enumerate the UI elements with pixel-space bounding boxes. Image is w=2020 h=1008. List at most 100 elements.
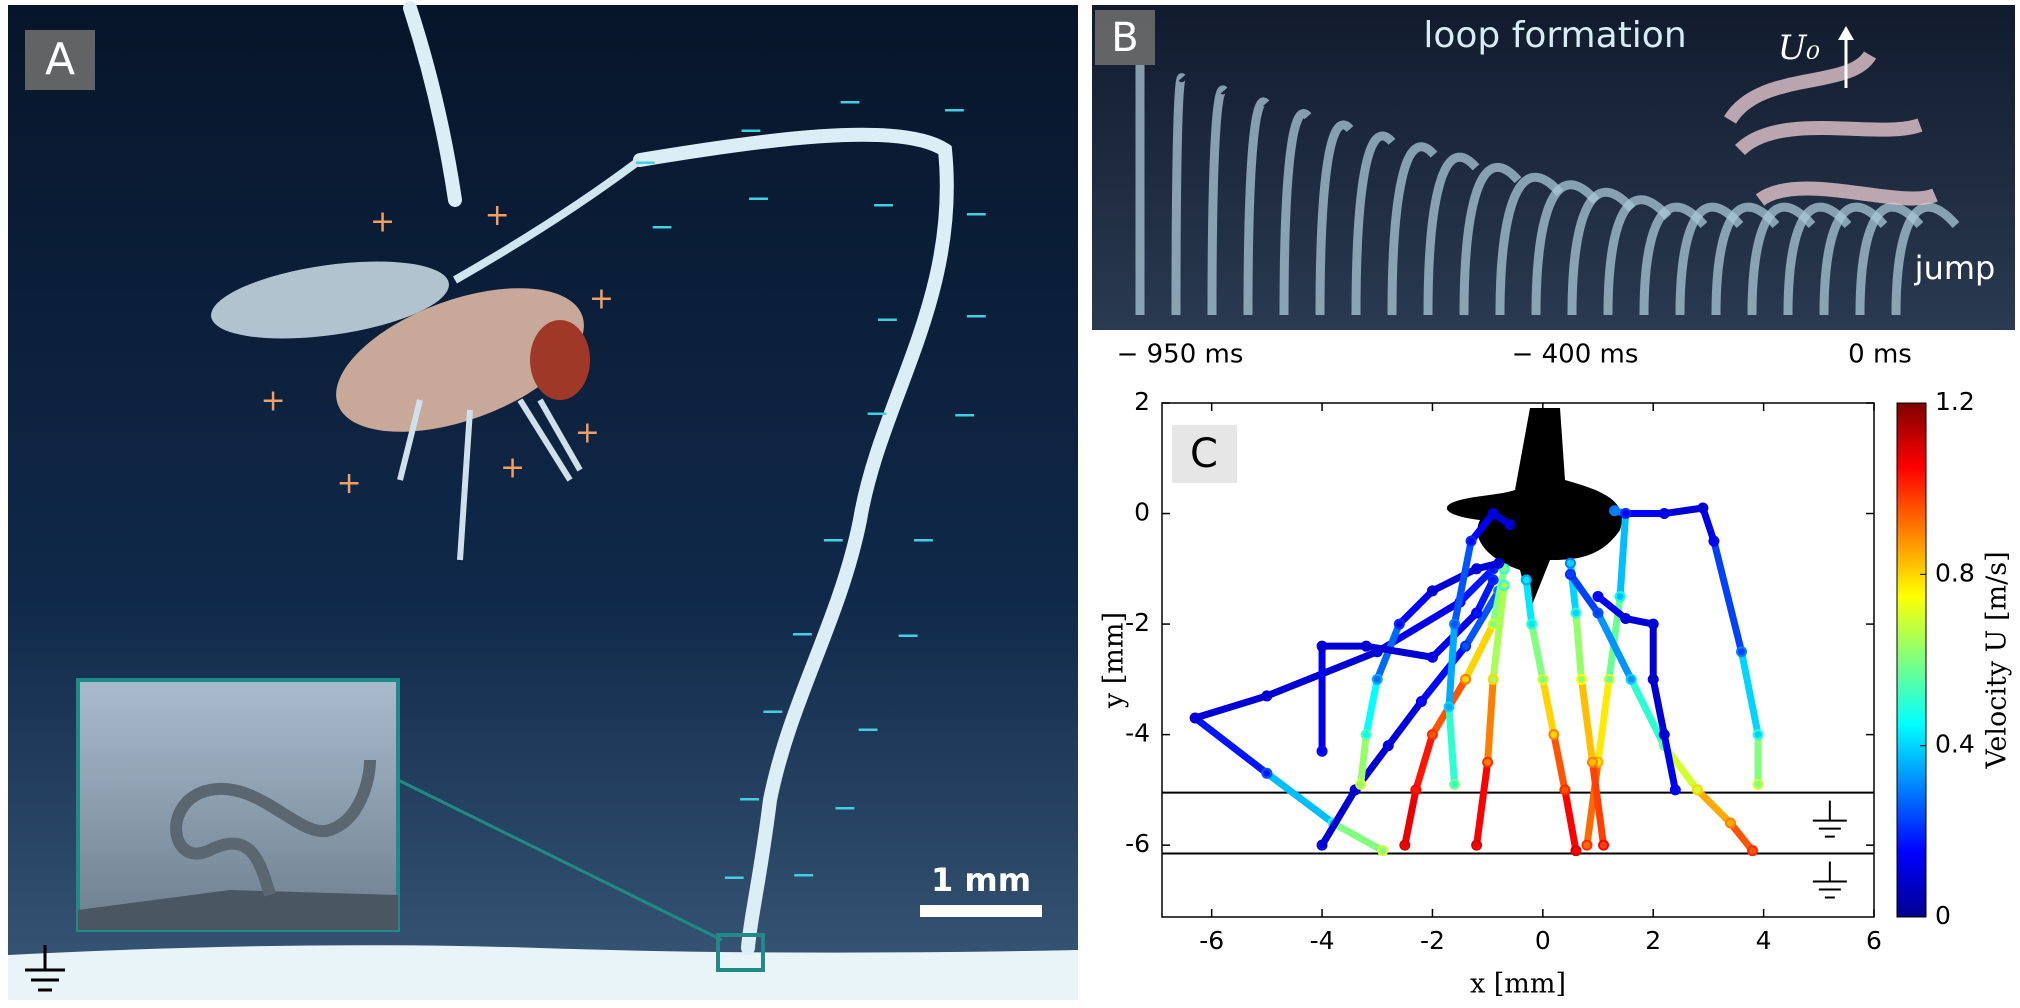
negative-sign: − bbox=[737, 781, 762, 816]
trajectory-segment bbox=[1522, 576, 1536, 628]
trajectory-point bbox=[1708, 535, 1720, 547]
loop-frame bbox=[1351, 131, 1396, 316]
trajectory-segment bbox=[1263, 769, 1337, 827]
trajectory-segment bbox=[1594, 609, 1635, 683]
loop-frame bbox=[1891, 202, 1960, 316]
negative-sign: − bbox=[649, 209, 674, 244]
trajectory-segment bbox=[1594, 675, 1613, 766]
inset-ground bbox=[78, 890, 398, 930]
colorbar bbox=[1896, 402, 1927, 918]
trajectory-segment bbox=[1710, 537, 1746, 656]
trajectory-point bbox=[1614, 590, 1626, 602]
loop-frame bbox=[1747, 202, 1816, 316]
trajectory-point bbox=[1752, 778, 1764, 790]
trajectory-point bbox=[1316, 839, 1328, 851]
negative-sign: − bbox=[856, 712, 881, 747]
loop-frame bbox=[1819, 202, 1888, 316]
x-tick-label: 2 bbox=[1645, 926, 1661, 955]
trajectory-point bbox=[1487, 673, 1499, 685]
loop-frame bbox=[1675, 202, 1744, 316]
x-tick-label: -6 bbox=[1199, 926, 1224, 955]
positive-sign: + bbox=[260, 383, 285, 418]
loop-frame bbox=[1279, 109, 1312, 316]
loop-frame bbox=[1495, 172, 1564, 316]
trajectory-segment bbox=[1412, 731, 1436, 794]
trajectory-segment bbox=[1401, 786, 1420, 849]
trajectory-segment bbox=[1462, 587, 1503, 650]
x-axis-label: x [mm] bbox=[1470, 969, 1566, 1000]
negative-signs: − −−−−−− −− −− −− −− −−−− −− − bbox=[633, 85, 989, 895]
trajectory-segment bbox=[1191, 692, 1271, 722]
trajectory-point bbox=[1548, 729, 1560, 741]
trajectory-segment bbox=[1362, 675, 1381, 739]
trajectory-point bbox=[1570, 607, 1582, 619]
loop-frame bbox=[1387, 142, 1438, 316]
trajectory-segment bbox=[1445, 703, 1459, 788]
trajectory-point bbox=[1658, 729, 1670, 741]
ground bbox=[8, 945, 1078, 1000]
time-label: − 400 ms bbox=[1512, 340, 1639, 370]
negative-sign: − bbox=[911, 522, 936, 557]
negative-sign: − bbox=[738, 113, 763, 148]
trajectory-segment bbox=[1660, 504, 1707, 518]
trajectory-point bbox=[1377, 845, 1389, 857]
trajectory-segment bbox=[1649, 675, 1668, 739]
inset-photo bbox=[76, 678, 400, 932]
trajectory-segment bbox=[1572, 609, 1585, 683]
trajectory-point bbox=[1647, 673, 1659, 685]
trajectory-point bbox=[1504, 519, 1516, 531]
scale-bar bbox=[920, 905, 1042, 917]
trajectory-point bbox=[1747, 845, 1759, 857]
trajectory-point bbox=[1592, 607, 1604, 619]
y-tick-label: -6 bbox=[1125, 829, 1150, 858]
trajectory-point bbox=[1382, 740, 1394, 752]
trajectory-point bbox=[1316, 640, 1328, 652]
trajectory-point bbox=[1399, 839, 1411, 851]
trajectory-point bbox=[1609, 505, 1621, 517]
negative-sign: − bbox=[964, 298, 989, 333]
trajectory-segment bbox=[1489, 565, 1508, 628]
trajectory-segment bbox=[1395, 587, 1436, 628]
trajectory-segment bbox=[1484, 675, 1497, 766]
y-tick-label: -4 bbox=[1125, 719, 1150, 748]
positive-sign: + bbox=[500, 450, 525, 485]
negative-sign: − bbox=[952, 398, 977, 433]
trajectory-point bbox=[1487, 574, 1499, 586]
trajectory-point bbox=[1498, 563, 1510, 575]
label-box bbox=[25, 30, 95, 90]
trajectory-segment bbox=[1451, 537, 1475, 628]
negative-sign: − bbox=[865, 396, 890, 431]
trajectory-point bbox=[1426, 729, 1438, 741]
trajectory-point bbox=[1564, 557, 1576, 569]
trajectory-point bbox=[1471, 839, 1483, 851]
trajectory-point bbox=[1471, 563, 1483, 575]
y-tick-label: 0 bbox=[1134, 498, 1150, 527]
trajectory-segment bbox=[1362, 642, 1436, 661]
label-box bbox=[1172, 425, 1237, 483]
trajectory-point bbox=[1647, 618, 1659, 630]
trajectory-segment bbox=[1539, 675, 1558, 739]
negative-sign: − bbox=[633, 145, 658, 180]
trajectory-segment bbox=[1473, 758, 1492, 849]
ground-symbol bbox=[1812, 861, 1847, 899]
trajectory-point bbox=[1316, 745, 1328, 757]
trajectory-point bbox=[1620, 508, 1632, 520]
trajectory-point bbox=[1426, 585, 1438, 597]
trajectory-segment bbox=[1428, 565, 1481, 595]
fly bbox=[211, 261, 590, 561]
trajectory-segment bbox=[1627, 675, 1668, 750]
trajectory-segment bbox=[1660, 731, 1679, 794]
panel-label: C bbox=[1190, 431, 1218, 477]
colorbar-tick-label: 0 bbox=[1935, 901, 1951, 930]
positive-sign: + bbox=[589, 282, 614, 317]
trajectory-point bbox=[1752, 729, 1764, 741]
inset-nematode bbox=[170, 759, 376, 897]
trajectory-point bbox=[1575, 673, 1587, 685]
trajectory-point bbox=[1349, 784, 1361, 796]
negative-sign: − bbox=[790, 616, 815, 651]
x-tick-label: -2 bbox=[1420, 926, 1445, 955]
negative-sign: − bbox=[821, 522, 846, 557]
trajectory-point bbox=[1460, 673, 1472, 685]
inset-marker bbox=[716, 933, 765, 972]
